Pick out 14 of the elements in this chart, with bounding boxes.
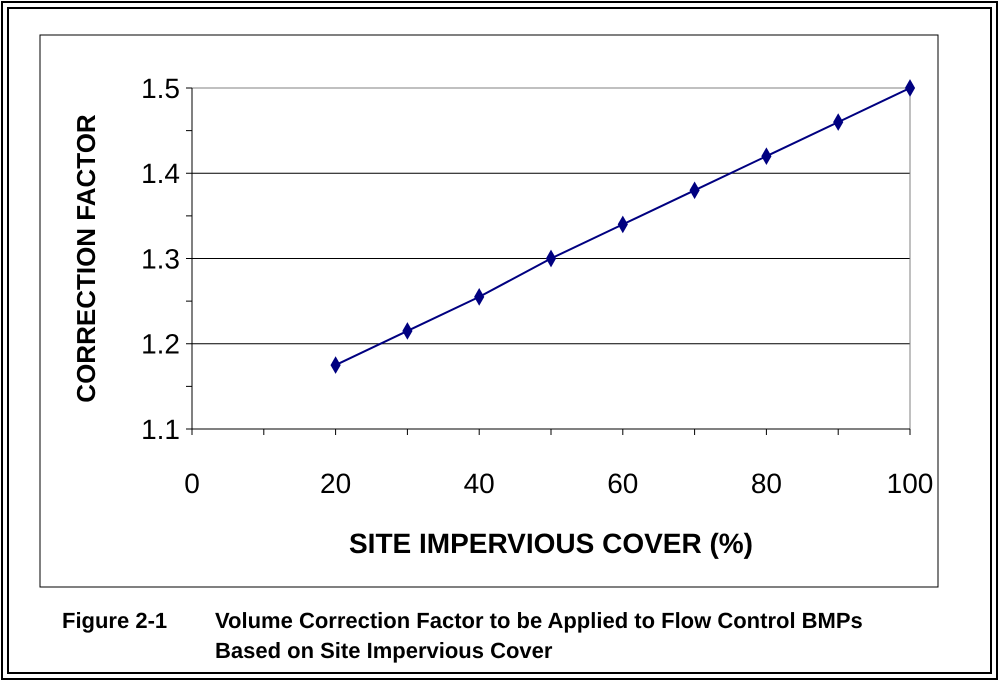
y-tick-label: 1.3 bbox=[141, 243, 180, 274]
x-tick-label: 40 bbox=[464, 468, 495, 499]
y-tick-label: 1.1 bbox=[141, 414, 180, 445]
x-tick-label: 100 bbox=[886, 468, 934, 499]
x-tick-label: 80 bbox=[750, 468, 782, 499]
y-tick-label: 1.5 bbox=[141, 72, 180, 104]
x-tick-label: 0 bbox=[184, 468, 200, 499]
y-tick-label: 1.4 bbox=[141, 158, 180, 190]
x-tick-label: 20 bbox=[320, 468, 352, 499]
x-axis-title: SITE IMPERVIOUS COVER (%) bbox=[349, 528, 753, 559]
x-tick-label: 60 bbox=[607, 468, 638, 499]
y-tick-label: 1.2 bbox=[141, 328, 180, 360]
y-axis-title: CORRECTION FACTOR bbox=[71, 114, 101, 403]
text: Figure 2-1 Volume Correction Factor to be Applied to Flow Control BMPs Based on Site Impervious Cover bbox=[62, 608, 863, 663]
